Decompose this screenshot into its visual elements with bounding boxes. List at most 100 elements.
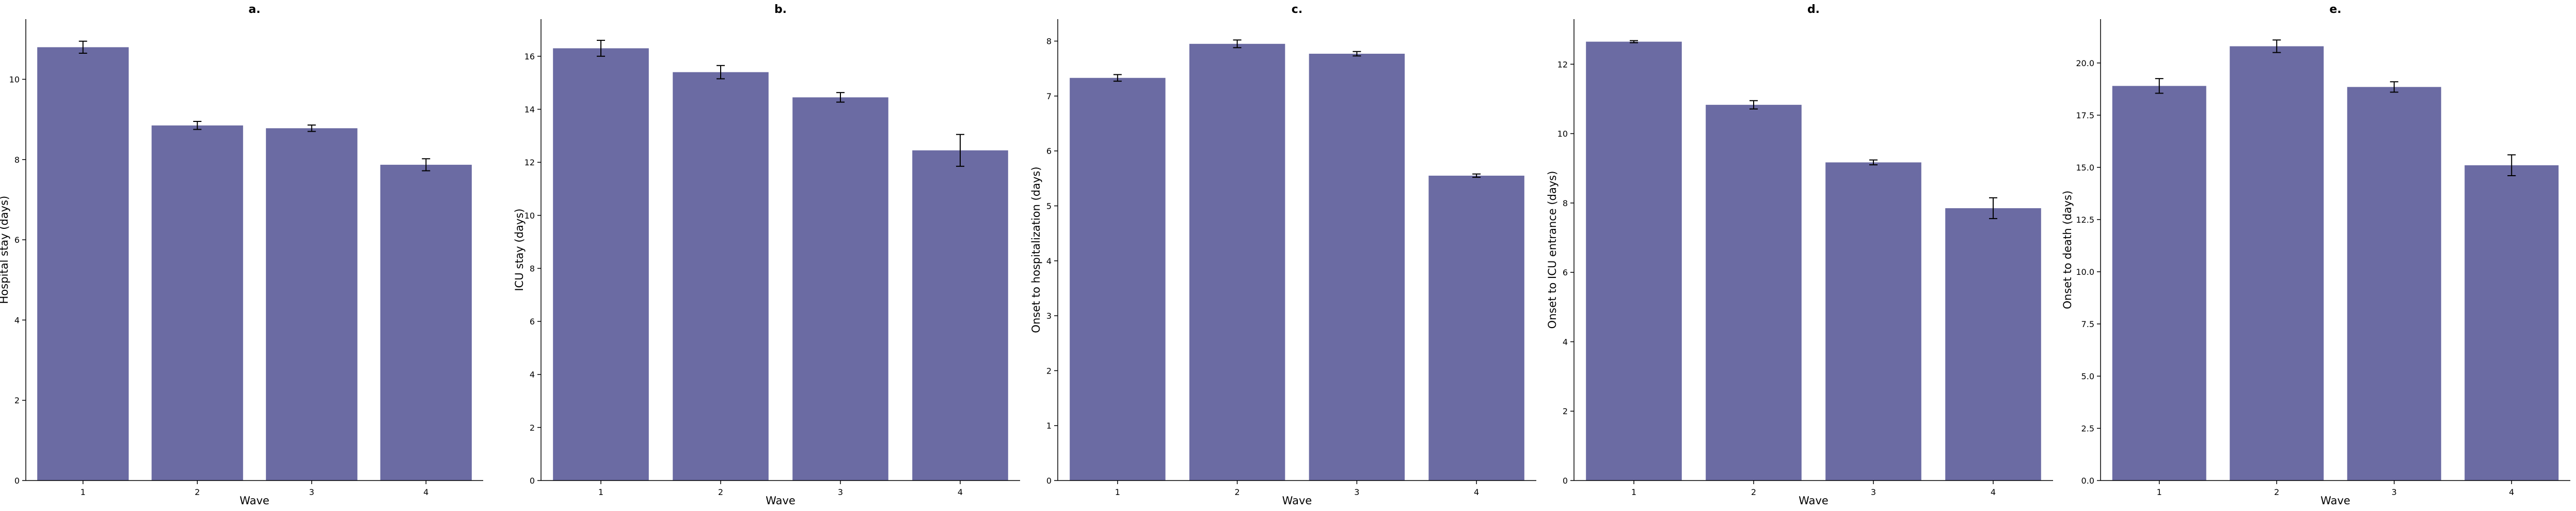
x-tick-label: 4 [423, 487, 428, 497]
y-axis-label: ICU stay (days) [513, 208, 526, 291]
bar [1070, 78, 1166, 481]
x-tick-label: 3 [309, 487, 314, 497]
y-tick-label: 12.5 [2076, 215, 2094, 225]
bar [266, 128, 358, 481]
y-tick-label: 3 [1046, 311, 1052, 321]
y-tick-label: 2 [14, 396, 20, 406]
y-tick-label: 17.5 [2076, 111, 2094, 120]
bar [1586, 41, 1682, 481]
y-tick-label: 8 [1046, 37, 1052, 47]
x-tick-label: 2 [1751, 487, 1756, 497]
y-tick-label: 1 [1046, 421, 1052, 431]
x-axis-label: Wave [240, 494, 269, 507]
y-tick-label: 0 [1046, 476, 1052, 486]
y-tick-label: 12 [1557, 59, 1568, 69]
x-axis-label: Wave [766, 494, 796, 507]
y-axis-label: Onset to ICU entrance (days) [1546, 171, 1559, 329]
y-tick-label: 14 [524, 104, 535, 114]
x-tick-label: 2 [195, 487, 200, 497]
y-tick-label: 10.0 [2076, 267, 2094, 277]
bar [673, 72, 769, 481]
y-axis-label: Onset to hospitalization (days) [1030, 166, 1042, 333]
chart-title: a. [248, 3, 260, 16]
x-tick-label: 1 [1115, 487, 1120, 497]
bar [1189, 43, 1285, 481]
x-tick-label: 3 [2392, 487, 2397, 497]
x-tick-label: 1 [598, 487, 603, 497]
y-tick-label: 4 [1563, 337, 1568, 347]
bar [1428, 175, 1524, 481]
y-tick-label: 10 [1557, 129, 1568, 139]
chart-title: c. [1292, 3, 1302, 16]
x-tick-label: 2 [1235, 487, 1240, 497]
y-tick-label: 4 [1046, 256, 1052, 266]
x-tick-label: 4 [1474, 487, 1479, 497]
bar [37, 47, 129, 481]
chart-panel-5: 1 2 3 4 0.0 2.5 5.0 7.5 10.0 12.5 15.0 17.5 20.0 e. Wa… [2061, 3, 2570, 507]
bar [792, 97, 888, 481]
bar [553, 48, 649, 481]
x-tick-label: 3 [838, 487, 843, 497]
y-tick-label: 5 [1046, 201, 1052, 211]
y-tick-label: 12 [524, 158, 535, 167]
chart-title: d. [1807, 3, 1820, 16]
y-tick-label: 0.0 [2081, 476, 2094, 486]
bar [2230, 46, 2324, 481]
bar [2112, 86, 2206, 481]
bar [912, 150, 1008, 481]
y-tick-label: 6 [1046, 146, 1052, 156]
x-axis-label: Wave [1282, 494, 1312, 507]
x-tick-label: 1 [2157, 487, 2162, 497]
x-tick-label: 1 [1631, 487, 1636, 497]
y-tick-label: 15.0 [2076, 163, 2094, 173]
y-tick-label: 10 [9, 74, 20, 84]
y-tick-label: 6 [1563, 268, 1568, 277]
chart-panel-1: 1 2 3 4 0 2 4 6 8 10 a. Wave Hospital stay (days) [0, 3, 483, 507]
y-tick-label: 7 [1046, 91, 1052, 101]
x-tick-label: 2 [2274, 487, 2279, 497]
x-tick-label: 4 [1991, 487, 1996, 497]
bar [1825, 162, 1921, 481]
x-tick-label: 1 [81, 487, 86, 497]
bar [1706, 104, 1802, 481]
x-tick-label: 3 [1354, 487, 1359, 497]
chart-title: b. [774, 3, 787, 16]
y-tick-label: 6 [530, 317, 535, 327]
chart-title: e. [2329, 3, 2341, 16]
y-tick-label: 20.0 [2076, 58, 2094, 68]
bar [2347, 87, 2441, 481]
bar [2464, 165, 2559, 481]
x-tick-label: 4 [958, 487, 963, 497]
y-tick-label: 5.0 [2081, 371, 2094, 381]
y-tick-label: 2 [1046, 366, 1052, 376]
y-tick-label: 8 [1563, 198, 1568, 208]
y-tick-label: 10 [524, 211, 535, 221]
y-tick-label: 2 [530, 423, 535, 432]
x-axis-label: Wave [2320, 494, 2350, 507]
y-tick-label: 6 [14, 235, 20, 245]
y-axis-label: Onset to death (days) [2061, 191, 2074, 309]
x-tick-label: 3 [1871, 487, 1876, 497]
y-tick-label: 8 [14, 155, 20, 165]
y-tick-label: 4 [14, 315, 20, 325]
x-axis-label: Wave [1799, 494, 1828, 507]
bar [380, 164, 472, 481]
y-tick-label: 7.5 [2081, 319, 2094, 329]
x-tick-label: 4 [2509, 487, 2514, 497]
y-tick-label: 0 [14, 476, 20, 486]
y-tick-label: 8 [530, 264, 535, 273]
x-tick-label: 2 [718, 487, 723, 497]
bar [1945, 208, 2041, 481]
y-tick-label: 2.5 [2081, 424, 2094, 433]
y-tick-label: 0 [1563, 476, 1568, 486]
bar [151, 125, 243, 481]
y-axis-label: Hospital stay (days) [0, 196, 10, 304]
y-tick-label: 4 [530, 370, 535, 380]
y-tick-label: 16 [524, 52, 535, 61]
y-tick-label: 2 [1563, 407, 1568, 416]
chart-panel-3: 1 2 3 4 0 1 2 3 4 5 6 7 8 c. Wave Onset to hospitalizat… [1030, 3, 1536, 507]
bar [1309, 53, 1405, 481]
